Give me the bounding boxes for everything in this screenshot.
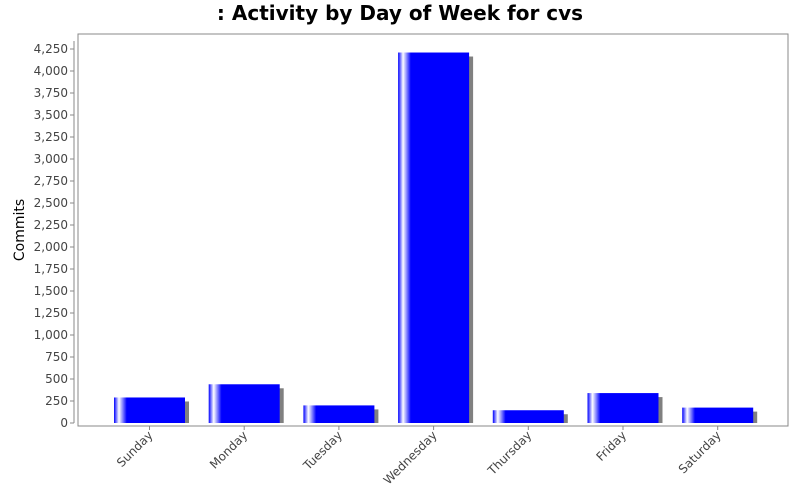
chart-title: : Activity by Day of Week for cvs: [217, 1, 583, 25]
bar-saturday: [682, 407, 754, 423]
y-tick-label: 2,500: [34, 196, 68, 210]
y-tick-label: 3,250: [34, 130, 68, 144]
x-tick-label: Friday: [594, 428, 630, 464]
x-tick-label: Saturday: [676, 428, 724, 476]
y-tick-label: 3,750: [34, 86, 68, 100]
bar-sunday: [114, 397, 185, 423]
x-tick-label: Tuesday: [300, 428, 345, 473]
y-tick-label: 750: [45, 350, 68, 364]
y-tick-label: 500: [45, 372, 68, 386]
y-tick-label: 2,000: [34, 240, 68, 254]
x-tick-label: Thursday: [484, 428, 534, 478]
y-tick-label: 1,750: [34, 262, 68, 276]
x-tick-label: Monday: [207, 428, 250, 471]
bar-tuesday: [303, 405, 375, 423]
y-axis: 0 250 500 750 1,000 1,250 1,500 1,750 2,000 2,250…: [34, 41, 75, 430]
bar-wednesday: [398, 52, 470, 424]
y-tick-label: 0: [60, 416, 68, 430]
y-tick-label: 2,250: [34, 218, 68, 232]
x-tick-label: Wednesday: [381, 428, 440, 487]
y-axis-label: Commits: [12, 199, 28, 261]
y-tick-label: 3,500: [34, 108, 68, 122]
x-tick-label: Sunday: [114, 428, 156, 470]
bar-monday: [208, 384, 280, 423]
y-tick-label: 4,250: [34, 42, 68, 56]
bars: [114, 52, 758, 424]
y-tick-label: 4,000: [34, 64, 68, 78]
y-tick-label: 2,750: [34, 174, 68, 188]
y-tick-label: 250: [45, 394, 68, 408]
y-tick-label: 1,500: [34, 284, 68, 298]
y-tick-label: 3,000: [34, 152, 68, 166]
x-axis: Sunday Monday Tuesday Wednesday Thursday Frid…: [78, 425, 788, 487]
y-tick-label: 1,000: [34, 328, 68, 342]
bar-friday: [587, 393, 659, 423]
bar-thursday: [492, 410, 564, 423]
y-tick-label: 1,250: [34, 306, 68, 320]
